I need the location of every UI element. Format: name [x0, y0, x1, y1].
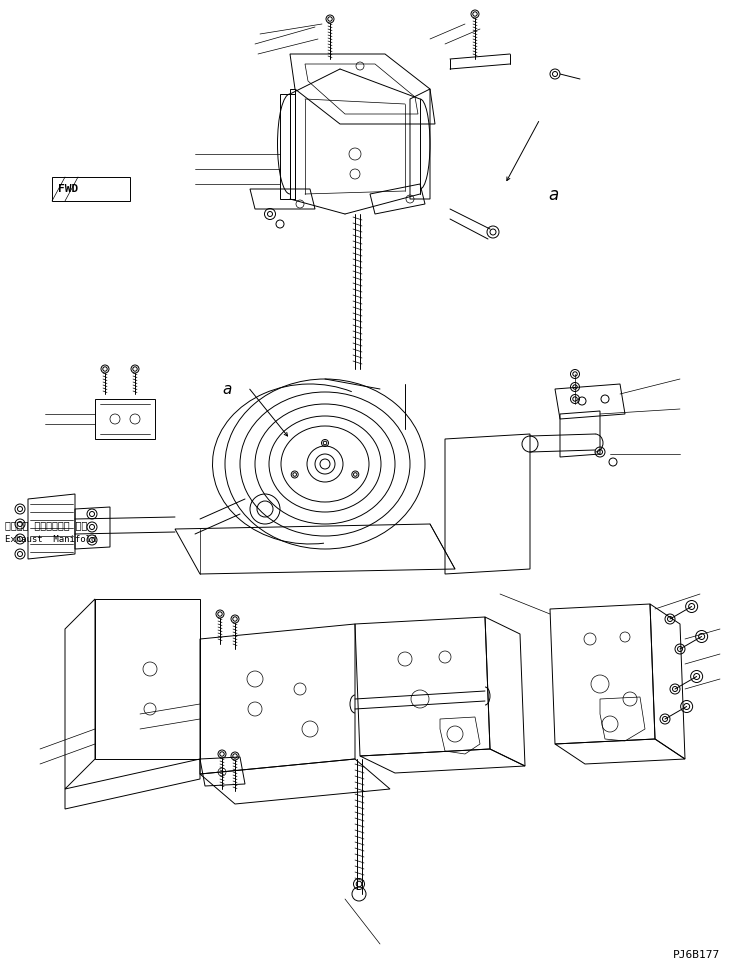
Text: PJ6B177: PJ6B177: [672, 949, 720, 959]
Text: エキゾー ストマニホー ルド: エキゾー ストマニホー ルド: [5, 519, 87, 529]
Text: a: a: [548, 186, 558, 203]
Text: FWD: FWD: [58, 184, 78, 194]
Text: a: a: [222, 382, 231, 397]
Text: Exhaust  Manifold: Exhaust Manifold: [5, 535, 97, 544]
